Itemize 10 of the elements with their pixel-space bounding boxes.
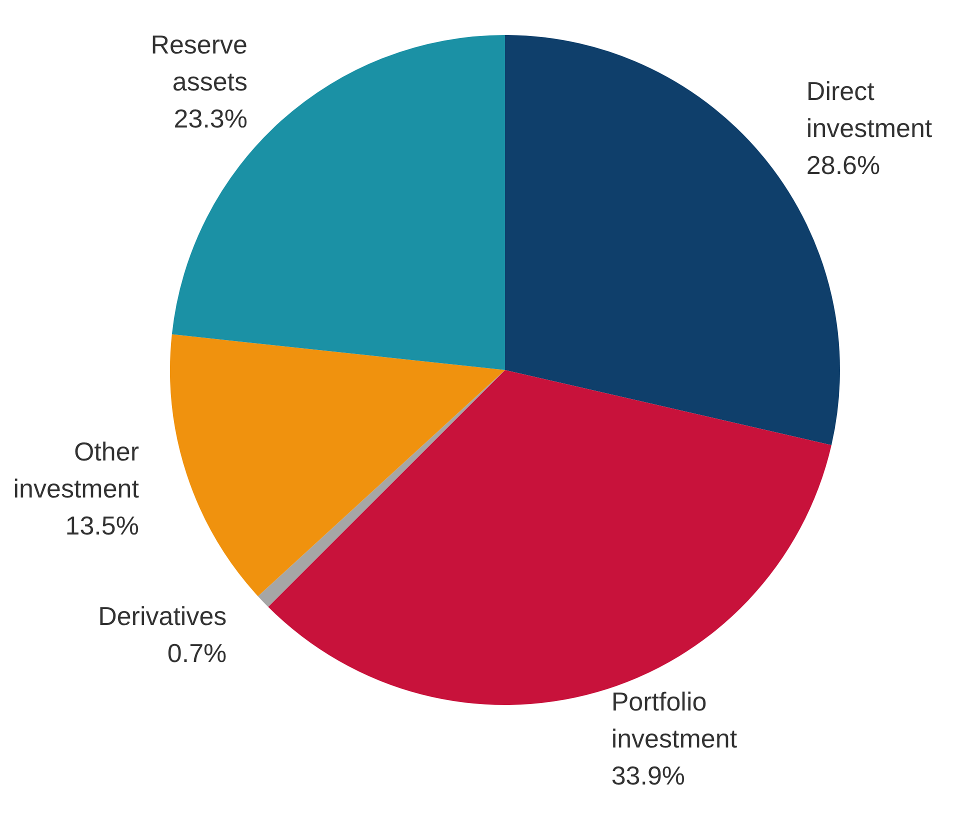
slice-label: Portfolio investment bbox=[611, 686, 738, 754]
slice-label: Derivatives bbox=[98, 601, 227, 632]
slice-label: Other investment bbox=[13, 436, 140, 504]
slice-label: Reserve assets bbox=[150, 30, 248, 97]
data-label: 13.5% bbox=[65, 510, 139, 540]
slice-label: Direct investment bbox=[806, 76, 933, 144]
data-label: 0.7% bbox=[167, 638, 227, 668]
data-label: 33.9% bbox=[611, 760, 686, 790]
data-label: 23.3% bbox=[174, 104, 248, 134]
data-label: 28.6% bbox=[806, 150, 880, 180]
